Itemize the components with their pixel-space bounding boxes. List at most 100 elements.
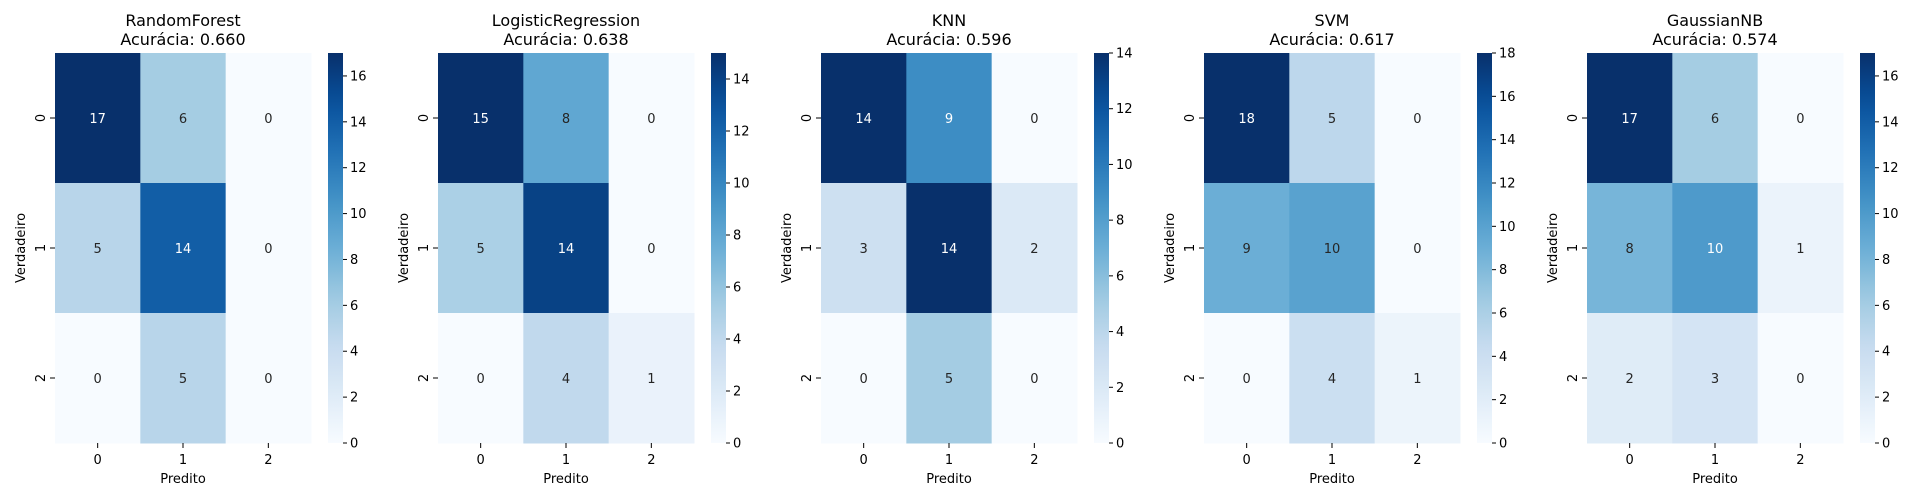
heatmap-cell <box>1757 53 1844 184</box>
colorbar-tick-label: 10 <box>350 207 367 222</box>
heatmap-cell <box>1587 313 1673 444</box>
cell-value-label: 9 <box>945 112 953 127</box>
heatmap-cell <box>608 313 695 444</box>
cell-value-label: 4 <box>562 372 570 387</box>
colorbar-tick-label: 6 <box>1499 307 1507 322</box>
cell-value-label: 0 <box>1030 112 1038 127</box>
x-tick-label: 2 <box>1796 453 1804 468</box>
cell-value-label: 1 <box>1413 372 1421 387</box>
colorbar-tick-label: 18 <box>1499 47 1516 62</box>
cell-value-label: 15 <box>472 112 489 127</box>
cell-value-label: 0 <box>1796 112 1804 127</box>
cell-value-label: 9 <box>1243 242 1251 257</box>
colorbar-tick-label: 6 <box>733 281 741 296</box>
colorbar-tick-label: 0 <box>733 437 741 452</box>
heatmap-cell <box>1374 53 1461 184</box>
chart-subtitle: Acurácia: 0.660 <box>120 30 245 49</box>
cell-value-label: 6 <box>1711 112 1719 127</box>
y-tick-label: 2 <box>1566 374 1581 382</box>
colorbar-tick-label: 2 <box>1882 391 1890 406</box>
colorbar-tick-label: 0 <box>1499 437 1507 452</box>
x-tick-label: 0 <box>1243 453 1251 468</box>
heatmap-cell <box>906 183 993 314</box>
colorbar-tick-label: 10 <box>1116 158 1133 173</box>
colorbar-tick-label: 0 <box>1116 437 1124 452</box>
cell-value-label: 10 <box>1324 242 1341 257</box>
cell-value-label: 0 <box>477 372 485 387</box>
y-tick-label: 0 <box>1183 114 1198 122</box>
heatmap-cell <box>906 53 993 184</box>
colorbar-tick-label: 10 <box>1882 207 1899 222</box>
x-tick-label: 1 <box>562 453 570 468</box>
heatmap-cell <box>1374 183 1461 314</box>
cell-value-label: 0 <box>860 372 868 387</box>
colorbar-tick-label: 8 <box>350 253 358 268</box>
x-tick-label: 1 <box>1328 453 1336 468</box>
heatmap-cell <box>225 313 312 444</box>
cell-value-label: 0 <box>1413 242 1421 257</box>
cell-value-label: 0 <box>264 242 272 257</box>
y-axis-label: Verdadeiro <box>780 213 795 283</box>
y-tick-label: 1 <box>1183 244 1198 252</box>
colorbar <box>1477 53 1492 443</box>
cell-value-label: 0 <box>1796 372 1804 387</box>
cell-value-label: 0 <box>647 112 655 127</box>
x-tick-label: 1 <box>945 453 953 468</box>
heatmap-cell <box>1587 53 1673 184</box>
colorbar <box>711 53 726 443</box>
colorbar <box>1860 53 1875 443</box>
colorbar-tick-label: 6 <box>1116 269 1124 284</box>
heatmap-cell <box>1672 53 1759 184</box>
x-tick-label: 0 <box>477 453 485 468</box>
y-tick-label: 0 <box>800 114 815 122</box>
colorbar-tick-label: 4 <box>733 333 741 348</box>
heatmap-cell <box>991 313 1078 444</box>
heatmap-cell <box>140 183 227 314</box>
colorbar-tick-label: 10 <box>1499 220 1516 235</box>
y-tick-label: 2 <box>1183 374 1198 382</box>
x-axis-label: Predito <box>160 472 206 487</box>
chart-title: GaussianNB <box>1667 11 1763 30</box>
cell-value-label: 0 <box>1413 112 1421 127</box>
colorbar-tick-label: 8 <box>1882 253 1890 268</box>
cell-value-label: 0 <box>94 372 102 387</box>
x-tick-label: 2 <box>264 453 272 468</box>
chart-title: LogisticRegression <box>492 11 640 30</box>
y-tick-label: 0 <box>34 114 49 122</box>
heatmap-cell <box>1757 313 1844 444</box>
x-tick-label: 0 <box>1626 453 1634 468</box>
colorbar-tick-label: 2 <box>1499 393 1507 408</box>
cell-value-label: 1 <box>1796 242 1804 257</box>
heatmap-cell <box>991 183 1078 314</box>
heatmap-cell <box>225 183 312 314</box>
x-axis-label: Predito <box>1309 472 1355 487</box>
heatmap-cell <box>1289 313 1376 444</box>
heatmap-cell <box>55 313 141 444</box>
cell-value-label: 6 <box>179 112 187 127</box>
heatmap-cell <box>523 183 610 314</box>
heatmap-cell <box>1587 183 1673 314</box>
heatmap-cell <box>1289 53 1376 184</box>
cell-value-label: 0 <box>1030 372 1038 387</box>
colorbar-tick-label: 14 <box>1882 115 1899 130</box>
colorbar-tick-label: 12 <box>1882 161 1899 176</box>
heatmap-cell <box>1374 313 1461 444</box>
colorbar-tick-label: 16 <box>1499 90 1516 105</box>
y-tick-label: 0 <box>1566 114 1581 122</box>
y-tick-label: 0 <box>417 114 432 122</box>
colorbar-tick-label: 14 <box>1116 47 1133 62</box>
heatmap-cell <box>608 183 695 314</box>
colorbar-tick-label: 12 <box>733 125 750 140</box>
heatmap-cell <box>1204 53 1290 184</box>
y-tick-label: 1 <box>1566 244 1581 252</box>
colorbar-tick-label: 8 <box>733 229 741 244</box>
colorbar-tick-label: 14 <box>350 115 367 130</box>
cell-value-label: 17 <box>89 112 106 127</box>
heatmap-cell <box>1672 183 1759 314</box>
colorbar-tick-label: 16 <box>1882 69 1899 84</box>
cell-value-label: 5 <box>94 242 102 257</box>
colorbar <box>328 53 343 443</box>
x-tick-label: 2 <box>1413 453 1421 468</box>
cell-value-label: 5 <box>945 372 953 387</box>
